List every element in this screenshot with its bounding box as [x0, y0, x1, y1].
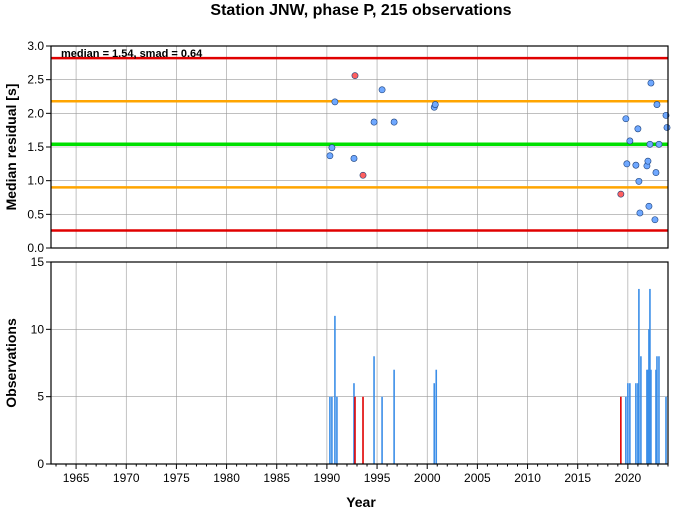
observation-bar [627, 383, 629, 464]
x-tick-label: 1995 [364, 471, 391, 485]
observation-bar [656, 356, 658, 464]
data-point [647, 79, 655, 87]
observation-bar [329, 396, 331, 464]
observation-bar [393, 369, 395, 464]
residual-gridlines [51, 45, 668, 249]
outlier-point [351, 72, 359, 80]
year-x-ticks: 1965 1970 1975 1980 1985 1990 1995 2000 2005 2010… [55, 464, 669, 485]
data-point [655, 140, 663, 148]
observation-bar [629, 383, 631, 464]
data-point [623, 160, 631, 168]
y-tick-label: 10 [31, 322, 45, 336]
observation-bar [638, 288, 640, 464]
observation-bar [637, 383, 639, 464]
y-tick-label: 2.0 [27, 106, 44, 120]
data-point [431, 101, 439, 108]
data-point [326, 152, 334, 160]
x-tick-label: 1985 [263, 471, 290, 485]
data-point [636, 209, 644, 217]
observation-bar [625, 396, 627, 464]
observation-bars [329, 288, 667, 464]
observations-panel: 0 5 10 15 1965 1970 1975 1980 1985 1990 1995 2000 2… [3, 255, 669, 510]
residual-panel: 0.0 0.5 1.0 1.5 2.0 2.5 3.0 median = 1.54, sma… [3, 39, 671, 255]
data-point [632, 161, 640, 169]
outlier-bar [620, 396, 622, 464]
observation-bar [433, 383, 436, 464]
outlier-bar [354, 396, 356, 464]
observation-bar [648, 329, 650, 464]
x-tick-label: 1970 [113, 471, 140, 485]
y-tick-label: 0.0 [27, 241, 44, 255]
observations-gridlines [51, 261, 668, 465]
data-point [652, 169, 660, 176]
y-tick-label: 1.5 [27, 140, 44, 154]
observations-y-axis-label: Observations [3, 318, 19, 408]
observation-bar [331, 396, 333, 464]
data-point [634, 125, 642, 133]
data-point [370, 118, 378, 126]
y-tick-label: 15 [31, 255, 45, 269]
year-x-axis-label: Year [346, 494, 376, 510]
x-tick-label: 1980 [213, 471, 240, 485]
data-point [635, 177, 643, 185]
x-tick-label: 2005 [464, 471, 491, 485]
x-tick-label: 1975 [163, 471, 190, 485]
median-smad-annotation: median = 1.54, smad = 0.64 [61, 48, 203, 60]
y-tick-label: 2.5 [27, 73, 44, 87]
data-point [331, 98, 339, 106]
y-tick-label: 0 [37, 457, 44, 471]
data-point [663, 124, 671, 131]
x-tick-label: 1965 [63, 471, 90, 485]
chart-title: Station JNW, phase P, 215 observations [210, 2, 511, 19]
residual-y-axis-label: Median residual [s] [3, 84, 19, 211]
data-point [646, 140, 654, 148]
residual-points [326, 72, 671, 224]
observation-bar [334, 315, 336, 464]
x-tick-label: 2000 [414, 471, 441, 485]
data-point [350, 155, 358, 162]
outlier-point [359, 171, 367, 179]
observations-frame [50, 261, 669, 465]
data-point [390, 118, 398, 126]
data-point [622, 115, 630, 123]
observation-bar [381, 396, 383, 464]
observation-bar [435, 369, 438, 464]
outlier-point [617, 190, 625, 198]
x-tick-label: 1990 [314, 471, 341, 485]
y-tick-label: 5 [37, 390, 44, 404]
data-point [626, 137, 634, 145]
x-tick-label: 2015 [564, 471, 591, 485]
observation-bar [665, 396, 667, 464]
observation-bar [635, 383, 637, 464]
y-tick-label: 1.0 [27, 174, 44, 188]
x-tick-label: 2010 [514, 471, 541, 485]
y-tick-label: 3.0 [27, 39, 44, 53]
observations-y-ticks: 0 5 10 15 [31, 255, 51, 471]
data-point [651, 216, 659, 224]
observation-bar [353, 383, 355, 464]
observation-bar [646, 369, 648, 464]
y-tick-label: 0.5 [27, 207, 44, 221]
outlier-bar [362, 396, 364, 464]
observation-bar [336, 396, 338, 464]
data-point [328, 144, 336, 152]
x-tick-label: 2020 [615, 471, 642, 485]
observation-bar [658, 356, 660, 464]
observation-bar [650, 369, 652, 464]
observation-bar [373, 356, 375, 464]
observation-bar [649, 288, 651, 464]
data-point [653, 101, 661, 108]
residual-y-ticks: 0.0 0.5 1.0 1.5 2.0 2.5 3.0 [27, 39, 51, 255]
observation-bar [640, 356, 642, 464]
threshold-lines [51, 56, 668, 232]
observation-bar [647, 369, 649, 464]
observation-bar [655, 369, 657, 464]
data-point [645, 202, 653, 210]
data-point [644, 157, 652, 165]
data-point [378, 86, 386, 94]
